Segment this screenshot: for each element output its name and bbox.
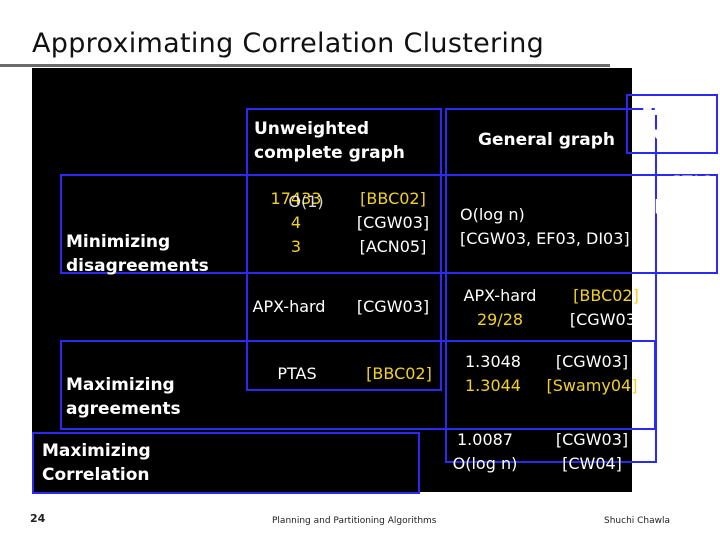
- maxagree-unweighted-value: PTAS: [277, 364, 317, 383]
- row-label-max-agreements: Maximizing agreements: [66, 373, 181, 421]
- apx-general-value-1: APX-hard: [463, 286, 537, 305]
- apx-general-refs: [BBC02] [CGW03]: [556, 284, 656, 332]
- max-correlation-row-box: [32, 432, 420, 494]
- maxagree-unweighted-ref: [BBC02]: [366, 364, 432, 383]
- maxcorr-general-value-1: 1.0087: [457, 430, 513, 449]
- row-label-maxagree-line2: agreements: [66, 399, 181, 419]
- min-unweighted-value-2: 4: [290, 213, 302, 232]
- apx-unweighted-value: APX-hard: [252, 297, 326, 316]
- min-unweighted-ref-3: [ACN05]: [359, 237, 427, 256]
- min-unweighted-ref-1: [BBC02]: [360, 189, 426, 208]
- row-label-maxagree-line1: Maximizing: [66, 375, 175, 395]
- table-panel: [32, 68, 632, 492]
- row-label-max-correlation: Maximizing Correlation: [42, 439, 151, 487]
- header-unweighted-line2: complete graph: [254, 143, 405, 163]
- min-general-value: O(log n): [460, 205, 525, 224]
- header-fixed-line1: Fixed #: [641, 100, 714, 120]
- maxcorr-general-value-2: O(log n): [452, 454, 518, 473]
- maxcorr-general-refs: [CGW03] [CW04]: [540, 428, 644, 476]
- fixed-clusters-box: [626, 94, 718, 154]
- min-unweighted-ref-2: [CGW03]: [356, 213, 430, 232]
- header-unweighted-line1: Unweighted: [254, 119, 370, 139]
- min-fixed-value: PTAS: [672, 172, 712, 191]
- header-fixed-clusters: Fixed # clusters: [632, 98, 714, 146]
- maxagree-general-values: 1.3048 1.3044: [448, 350, 538, 398]
- min-unweighted-values: 17433 4 3: [256, 187, 336, 259]
- maxagree-general-refs: [CGW03] [Swamy04]: [540, 350, 644, 398]
- page-number: 24: [30, 512, 46, 525]
- footer-course: Planning and Partitioning Algorithms: [272, 516, 437, 526]
- row-label-min-line2: disagreements: [66, 256, 209, 276]
- slide-title: Approximating Correlation Clustering: [32, 28, 545, 59]
- footer-author: Shuchi Chawla: [604, 516, 671, 526]
- min-unweighted-refs: [BBC02] [CGW03] [ACN05]: [348, 187, 438, 259]
- maxagree-general-ref-2: [Swamy04]: [546, 376, 638, 395]
- title-underline: [0, 64, 610, 67]
- min-unweighted-value-1: 17433: [270, 189, 322, 208]
- min-disagreements-row-box: [60, 174, 718, 274]
- min-fixed: PTAS [GG05]: [640, 170, 712, 218]
- apx-general-ref-1: [BBC02]: [573, 286, 639, 305]
- apx-general-ref-2: [CGW03]: [569, 310, 643, 329]
- min-general-values: O(log n) [CGW03, EF03, DI03]: [460, 203, 630, 251]
- max-agreements-row-box: [60, 340, 656, 430]
- header-unweighted: Unweighted complete graph: [254, 117, 405, 165]
- min-unweighted-overlap: O(1): [288, 192, 324, 211]
- header-general: General graph: [478, 130, 616, 150]
- maxcorr-general-values: 1.0087 O(log n): [430, 428, 540, 476]
- maxcorr-general-ref-2: [CW04]: [562, 454, 622, 473]
- maxagree-general-value-2: 1.3044: [465, 376, 521, 395]
- min-unweighted-value-3: 3: [290, 237, 302, 256]
- header-fixed-line2: clusters: [637, 124, 714, 144]
- maxagree-general-ref-1: [CGW03]: [555, 352, 629, 371]
- apx-general-values: APX-hard 29/28: [450, 284, 550, 332]
- general-column-box: [445, 108, 657, 463]
- unweighted-column-box: [246, 108, 442, 391]
- min-general-ref: [CGW03, EF03, DI03]: [460, 229, 630, 248]
- row-label-maxcorr-line1: Maximizing: [42, 441, 151, 461]
- apx-unweighted-ref: [CGW03]: [356, 297, 430, 316]
- row-label-maxcorr-line2: Correlation: [42, 465, 150, 485]
- min-fixed-ref: [GG05]: [654, 196, 712, 215]
- row-label-min-disagreements: Minimizing disagreements: [66, 230, 209, 278]
- maxagree-general-value-1: 1.3048: [465, 352, 521, 371]
- apx-general-value-2: 29/28: [476, 310, 524, 329]
- row-label-min-line1: Minimizing: [66, 232, 171, 252]
- maxcorr-general-ref-1: [CGW03]: [555, 430, 629, 449]
